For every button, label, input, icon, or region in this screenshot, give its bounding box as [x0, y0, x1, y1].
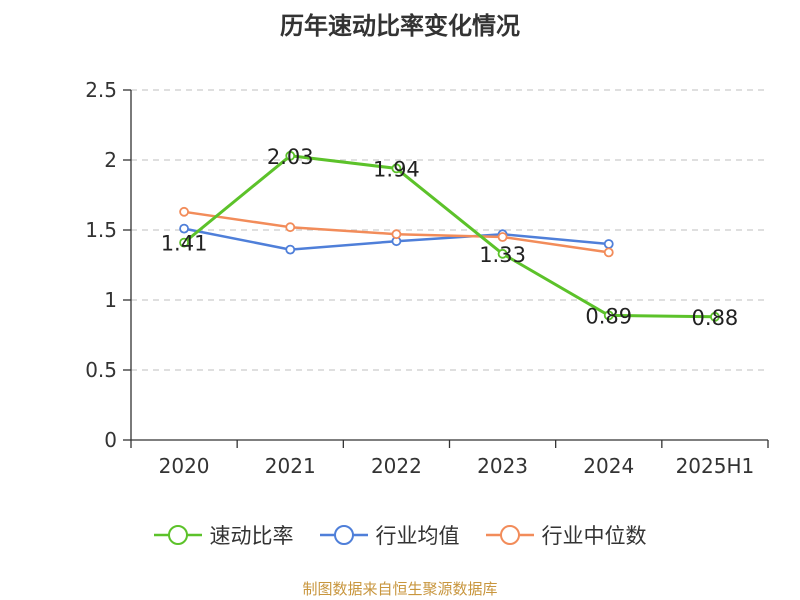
data-point — [285, 222, 296, 233]
data-point — [603, 247, 614, 258]
legend-swatch-quick-ratio — [153, 525, 202, 545]
legend: 速动比率 行业均值 行业中位数 — [0, 520, 800, 550]
y-tick-label: 0 — [104, 428, 117, 452]
y-tick-label: 2 — [104, 148, 117, 172]
y-tick-label: 0.5 — [85, 358, 117, 382]
data-point — [497, 248, 508, 259]
data-point — [603, 310, 614, 321]
legend-swatch-industry-mean — [319, 525, 368, 545]
data-point — [179, 223, 189, 234]
x-tick-label: 2023 — [477, 454, 528, 478]
y-tick-label: 1 — [104, 288, 117, 312]
data-point — [603, 239, 614, 249]
source-note: 制图数据来自恒生聚源数据库 — [302, 580, 498, 598]
data-point — [391, 229, 402, 240]
legend-swatch-industry-median — [485, 525, 534, 545]
x-tick-label: 2021 — [265, 454, 316, 478]
x-tick-label: 2022 — [371, 454, 422, 478]
data-point — [285, 150, 296, 161]
y-tick-label: 2.5 — [85, 78, 117, 102]
data-label: 2.03 — [267, 145, 314, 169]
data-point — [179, 237, 189, 248]
data-point — [497, 232, 508, 242]
data-point — [391, 163, 402, 174]
data-label: 0.88 — [692, 306, 739, 330]
legend-item-quick-ratio[interactable]: 速动比率 — [153, 520, 294, 550]
x-tick-label: 2020 — [159, 454, 210, 478]
data-point — [179, 206, 189, 217]
y-tick-label: 1.5 — [85, 218, 117, 242]
legend-label-quick-ratio: 速动比率 — [209, 524, 294, 548]
legend-label-industry-median: 行业中位数 — [541, 524, 647, 548]
data-point — [710, 311, 720, 322]
legend-label-industry-mean: 行业均值 — [375, 524, 460, 548]
x-tick-label: 2024 — [583, 454, 634, 478]
series-line-0 — [183, 154, 715, 319]
data-label: 1.41 — [161, 232, 208, 256]
data-label: 0.89 — [585, 304, 632, 328]
x-tick-label: 2025H1 — [676, 454, 755, 478]
line-chart: 0 0.5 1 1.5 2 2.5 2020 2021 2022 2023 2024 2025H1 1.… — [85, 78, 769, 478]
legend-item-industry-median[interactable]: 行业中位数 — [485, 520, 647, 550]
data-point — [285, 244, 296, 255]
legend-item-industry-mean[interactable]: 行业均值 — [319, 520, 460, 550]
chart-title: 历年速动比率变化情况 — [280, 12, 520, 40]
data-label: 1.33 — [479, 243, 526, 267]
data-label: 1.94 — [373, 157, 420, 181]
